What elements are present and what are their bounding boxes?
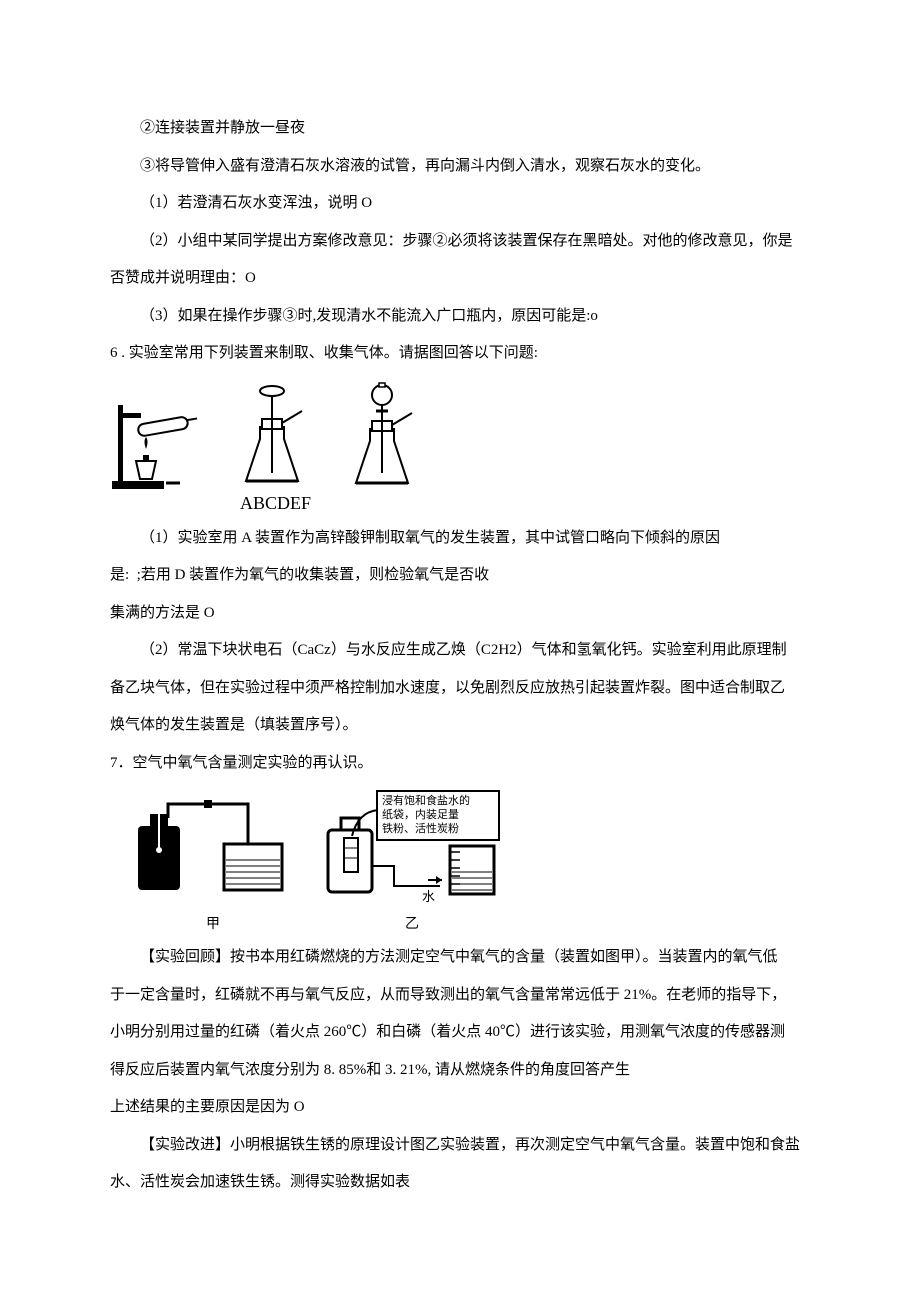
apparatus-a-svg [110,391,202,491]
water-label: 水 [422,886,435,905]
review-d: 得反应后装置内氧气浓度分别为 8. 85%和 3. 21%, 请从燃烧条件的角度… [110,1052,810,1090]
diagram-yi-tag: 浸有饱和食盐水的 纸袋，内装足量 铁粉、活性炭粉 [376,790,500,841]
q5-1: （1）若澄清石灰水变浑浊，说明 O [110,185,810,223]
apparatus-a [110,391,202,491]
improve-a: 【实验改进】小明根据铁生锈的原理设计图乙实验装置，再次测定空气中氧气含量。装置中… [110,1127,810,1165]
oxygen-diagram-row: 甲 浸有饱和食盐水的 纸袋，内装足量 铁粉、活性炭粉 水 [128,788,810,933]
q6-1a: （1）实验室用 A 装置作为高锌酸钾制取氧气的发生装置，其中试管口略向下倾斜的原… [110,520,810,558]
apparatus-b [232,381,312,491]
q6-1c: 集满的方法是 O [110,595,810,633]
q6-2a: （2）常温下块状电石（CaCz）与水反应生成乙焕（C2H2）气体和氢氧化钙。实验… [110,632,810,670]
review-e: 上述结果的主要原因是因为 O [110,1089,810,1127]
q7-stem: 7．空气中氧气含量测定实验的再认识。 [110,745,810,783]
diagram-jia: 甲 [128,788,298,933]
review-c: 小明分别用过量的红磷（着火点 260℃）和白磷（着火点 40℃）进行该实验，用测… [110,1014,810,1052]
step-2: ②连接装置并静放一昼夜 [110,110,810,148]
q6-stem: 6 . 实验室常用下列装置来制取、收集气体。请据图回答以下问题: [110,335,810,373]
apparatus-label: ABCDEF [240,493,810,514]
diagram-yi: 浸有饱和食盐水的 纸袋，内装足量 铁粉、活性炭粉 水 [322,788,502,933]
apparatus-figure-row [110,381,810,491]
apparatus-b-svg [232,381,312,491]
diagram-jia-caption: 甲 [128,913,298,933]
q6-2b: 备乙块气体，但在实验过程中须严格控制加水速度，以免剧烈反应放热引起装置炸裂。图中… [110,670,810,708]
q5-2b: 否赞成并说明理由：O [110,260,810,298]
diagram-jia-svg [128,788,298,908]
diagram-yi-caption: 乙 [322,913,502,933]
q6-2c: 焕气体的发生装置是（填装置序号）。 [110,707,810,745]
q5-2a: （2）小组中某同学提出方案修改意见：步骤②必须将该装置保存在黑暗处。对他的修改意… [110,223,810,261]
tag-line3: 铁粉、活性炭粉 [382,823,459,835]
apparatus-c-svg [342,381,422,491]
review-a: 【实验回顾】按书本用红磷燃烧的方法测定空气中氧气的含量（装置如图甲）。当装置内的… [110,939,810,977]
q5-3: （3）如果在操作步骤③时,发现清水不能流入广口瓶内，原因可能是:o [110,298,810,336]
step-3: ③将导管伸入盛有澄清石灰水溶液的试管，再向漏斗内倒入清水，观察石灰水的变化。 [110,148,810,186]
tag-line1: 浸有饱和食盐水的 [382,795,470,807]
improve-b: 水、活性炭会加速铁生锈。测得实验数据如表 [110,1164,810,1202]
tag-line2: 纸袋，内装足量 [382,809,459,821]
apparatus-c [342,381,422,491]
q6-1b: 是: ;若用 D 装置作为氧气的收集装置，则检验氧气是否收 [110,557,810,595]
review-b: 于一定含量时，红磷就不再与氧气反应，从而导致测出的氧气含量常常远低于 21%。在… [110,977,810,1015]
